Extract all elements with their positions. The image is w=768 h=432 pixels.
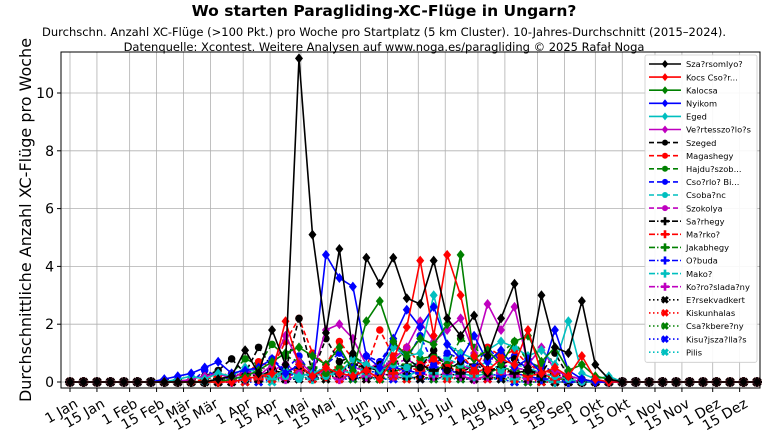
chart-subtitle-line1: Durchschn. Anzahl XC-Flüge (>100 Pkt.) p… xyxy=(42,25,726,39)
svg-text:Ko?ro?slada?ny: Ko?ro?slada?ny xyxy=(686,282,750,292)
svg-text:Kocs Cso?r...: Kocs Cso?r... xyxy=(686,72,738,82)
svg-text:10: 10 xyxy=(36,86,54,102)
svg-text:0: 0 xyxy=(45,375,54,391)
svg-text:Magashegy: Magashegy xyxy=(686,151,734,161)
legend-entry: Csoba?nc xyxy=(649,190,726,200)
legend-entry: Sza?rsomlyo? xyxy=(649,59,743,69)
legend-entry: Csa?kbere?ny xyxy=(649,321,744,331)
svg-text:4: 4 xyxy=(45,259,54,275)
legend-entry: E?rsekvadkert xyxy=(649,295,746,305)
series-kisu-jsza-lla-s xyxy=(65,371,762,387)
legend-entry: O?buda xyxy=(649,256,718,266)
legend-entry: Nyikom xyxy=(649,99,717,109)
svg-text:Ma?rko?: Ma?rko? xyxy=(686,230,720,240)
legend-entry: Pilis xyxy=(649,347,702,357)
y-axis-label: Durchschnittliche Anzahl XC-Flüge pro Wo… xyxy=(16,38,35,402)
svg-text:8: 8 xyxy=(45,144,54,160)
svg-text:Hajdu?szob...: Hajdu?szob... xyxy=(686,164,742,174)
svg-text:Pilis: Pilis xyxy=(686,347,702,357)
svg-text:Csoba?nc: Csoba?nc xyxy=(686,190,726,200)
svg-text:Szeged: Szeged xyxy=(686,138,716,148)
chart-subtitle-line2: Datenquelle: Xcontest. Weitere Analysen … xyxy=(123,40,645,54)
legend-entry: Ko?ro?slada?ny xyxy=(649,282,750,292)
legend-entry: Hajdu?szob... xyxy=(649,164,742,174)
svg-text:Eged: Eged xyxy=(686,112,707,122)
svg-text:Kisu?jsza?lla?s: Kisu?jsza?lla?s xyxy=(686,334,747,344)
svg-text:6: 6 xyxy=(45,202,54,218)
legend-entry: Sa?rhegy xyxy=(649,216,725,226)
legend-entry: Ve?rtesszo?lo?s xyxy=(649,125,751,135)
legend-entry: Szokolya xyxy=(649,203,723,213)
svg-text:Ve?rtesszo?lo?s: Ve?rtesszo?lo?s xyxy=(686,125,751,135)
svg-text:Szokolya: Szokolya xyxy=(686,203,723,213)
legend-entry: Eged xyxy=(649,112,707,122)
legend-entry: Kiskunhalas xyxy=(649,308,735,318)
svg-text:Csa?kbere?ny: Csa?kbere?ny xyxy=(686,321,744,331)
series-csa-kbere-ny xyxy=(65,371,762,387)
legend-entry: Szeged xyxy=(649,138,716,148)
series-sza-rsomlyo- xyxy=(66,53,761,387)
svg-text:Sa?rhegy: Sa?rhegy xyxy=(686,216,725,226)
svg-text:2: 2 xyxy=(45,317,54,333)
legend-entry: Mako? xyxy=(649,269,712,279)
svg-text:Jakabhegy: Jakabhegy xyxy=(685,243,729,253)
legend-entry: Cso?rlo? Bi... xyxy=(649,177,739,187)
svg-text:Kalocsa: Kalocsa xyxy=(686,85,718,95)
svg-text:Kiskunhalas: Kiskunhalas xyxy=(686,308,735,318)
legend-entry: Ma?rko? xyxy=(649,230,720,240)
legend-entry: Kalocsa xyxy=(649,85,718,95)
svg-text:O?buda: O?buda xyxy=(686,256,718,266)
chart-title: Wo starten Paragliding-XC-Flüge in Ungar… xyxy=(191,2,577,20)
svg-text:Nyikom: Nyikom xyxy=(686,99,717,109)
svg-text:Cso?rlo? Bi...: Cso?rlo? Bi... xyxy=(686,177,739,187)
series-lines xyxy=(65,53,762,387)
legend-entry: Kocs Cso?r... xyxy=(649,72,738,82)
legend-entry: Magashegy xyxy=(649,151,734,161)
legend-entry: Jakabhegy xyxy=(649,243,729,253)
legend-entry: Kisu?jsza?lla?s xyxy=(649,334,747,344)
plot-frame xyxy=(60,51,761,389)
svg-text:E?rsekvadkert: E?rsekvadkert xyxy=(686,295,746,305)
svg-text:Mako?: Mako? xyxy=(686,269,712,279)
legend: Sza?rsomlyo? Kocs Cso?r... Kalocsa Nyikom Eg… xyxy=(644,54,758,363)
svg-text:Sza?rsomlyo?: Sza?rsomlyo? xyxy=(686,59,743,69)
y-axis-ticks: 0 2 4 6 8 10 xyxy=(36,86,61,391)
